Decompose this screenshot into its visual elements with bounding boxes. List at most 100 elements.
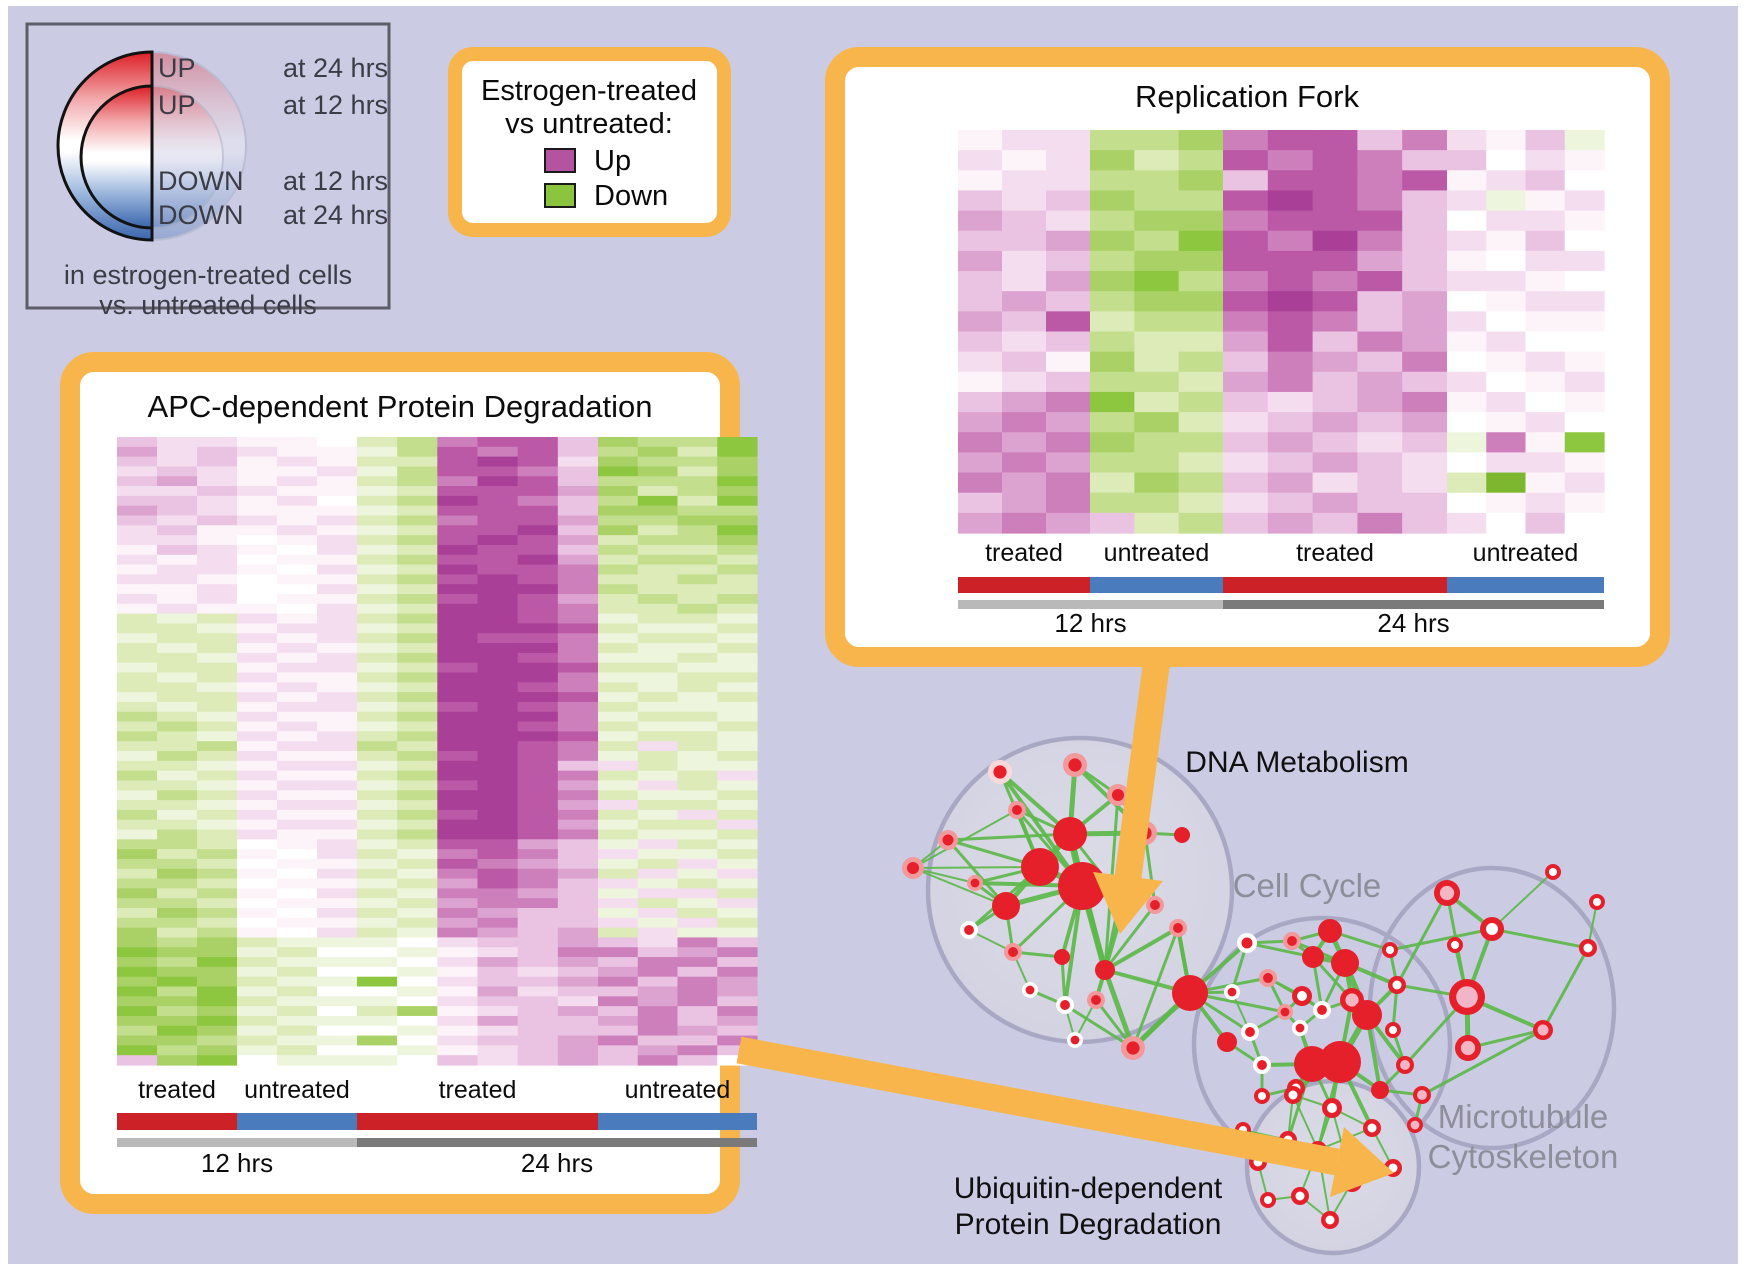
heatmap-cell [157,721,198,732]
heatmap-cell [1357,472,1403,494]
node-core [1456,986,1478,1008]
heatmap-cell [397,741,438,752]
heatmap-cell [1002,150,1047,171]
heatmap-cell [317,849,358,860]
heatmap-cell [958,210,1003,232]
heatmap-cell [517,770,559,782]
heatmap-cell [1357,331,1403,353]
heatmap-cell [637,446,679,458]
heatmap-cell [637,701,679,713]
heatmap-cell [357,437,398,448]
heatmap-cell [517,868,559,880]
heatmap-cell [477,858,519,870]
heatmap-cell [1357,271,1403,292]
heatmap-cell [477,633,519,644]
heatmap-cell [1447,130,1487,151]
heatmap-cell [1564,210,1605,232]
heatmap-cell [1046,391,1091,413]
heatmap-cell [717,829,758,840]
heatmap-cell [677,878,718,889]
ring-up-12-word: UP [158,90,196,120]
heatmap-cell [1486,230,1527,252]
heatmap-cell [1447,291,1487,312]
heatmap-cell [1402,190,1448,212]
heatmap-cell [1312,351,1358,373]
network-node-pinkring [902,857,924,879]
network-node-whitering [1237,933,1257,953]
heatmap-cell [1090,291,1135,312]
heatmap-cell [277,525,318,536]
network-node-redwhite [1363,1119,1381,1137]
heatmap-cell [277,770,318,782]
heatmap-cell [598,701,639,713]
heatmap-cell [357,456,398,468]
heatmap-cell [157,437,198,448]
heatmap-cell [477,809,519,821]
heatmap-cell [598,486,639,497]
heatmap-cell [598,564,639,575]
heatmap-cell [357,476,398,487]
condition-label: untreated [1473,539,1579,567]
network-node-solid [1174,827,1190,843]
heatmap-cell [197,682,238,693]
heatmap-cell [1564,432,1605,453]
node-core [1318,919,1342,943]
heatmap-cell [717,751,758,762]
heatmap-cell [197,966,238,978]
node-core [1297,991,1307,1001]
heatmap-cell [437,505,479,517]
heatmap-cell [237,780,278,791]
heatmap-cell [1447,271,1487,292]
heatmap-cell [237,564,278,575]
heatmap-cell [1134,472,1180,494]
node-core [1537,1024,1549,1036]
heatmap-cell [277,780,318,791]
heatmap-cell [1223,391,1269,413]
heatmap-cell [717,574,758,585]
heatmap-cell [1402,412,1448,433]
node-core [1439,885,1455,901]
network-edge [947,832,1071,842]
heatmap-cell [1223,150,1269,171]
heatmap-cell [157,947,198,958]
heatmap-cell [437,1006,479,1017]
heatmap-cell [157,1055,198,1066]
condition-bar [1090,577,1223,593]
heatmap-cell [557,986,599,997]
heatmap-cell [517,682,559,693]
heatmap-cell [157,908,198,919]
heatmap-cell [557,819,599,831]
heatmap-cell [437,594,479,605]
network-node-pinkring [1063,753,1087,777]
heatmap-cell [1447,512,1487,534]
ring-up-24-time: at 24 hrs [283,53,388,83]
network-node-redpink [1455,1035,1481,1061]
heatmap-cell [237,937,278,948]
heatmap-cell [237,486,278,497]
heatmap-cell [237,456,278,468]
heatmap-cell [1267,432,1314,453]
heatmap-cell [117,603,158,615]
heatmap-cell [197,1006,238,1017]
heatmap-cell [677,1055,718,1066]
heatmap-cell [477,1045,519,1056]
heatmap-cell [1564,331,1605,353]
heatmap-cell [357,966,398,978]
node-core [1460,1040,1476,1056]
updown-title-line1: Estrogen-treated [481,75,697,107]
heatmap-cell [1002,250,1047,272]
heatmap-cell [477,760,519,772]
heatmap-cell [397,692,438,703]
heatmap-cell [1046,271,1091,292]
heatmap-cell [677,751,718,762]
heatmap-cell [1178,432,1224,453]
heatmap-cell [157,554,198,566]
heatmap-cell [397,839,438,850]
heatmap-cell [117,780,158,791]
ring-down-24-time: at 24 hrs [283,200,388,230]
heatmap-cell [117,525,158,536]
heatmap-cell [397,957,438,968]
heatmap-cell [1267,130,1314,151]
heatmap-cell [517,466,559,477]
heatmap-cell [677,986,718,997]
